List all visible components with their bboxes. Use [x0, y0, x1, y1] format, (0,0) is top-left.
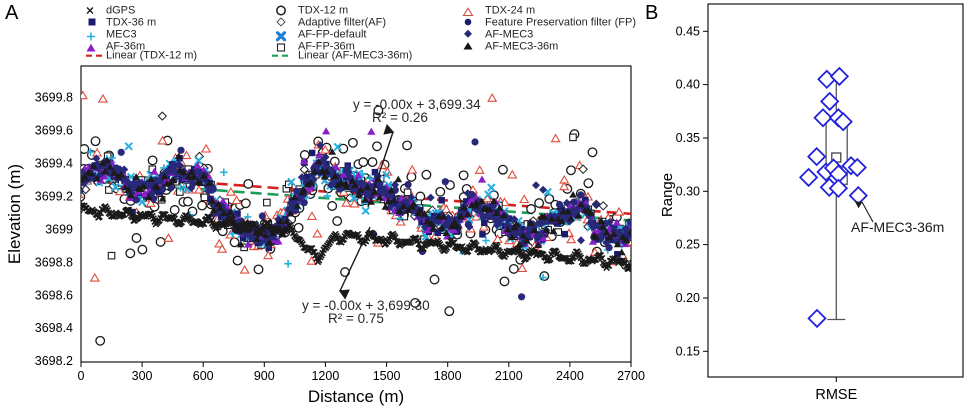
svg-text:Adaptive filter(AF): Adaptive filter(AF): [298, 17, 386, 29]
svg-text:TDX-36 m: TDX-36 m: [106, 17, 156, 29]
svg-text:AF-MEC3-36m: AF-MEC3-36m: [485, 41, 558, 53]
svg-text:600: 600: [193, 369, 214, 383]
svg-text:MEC3: MEC3: [106, 29, 137, 41]
svg-text:Elevation (m): Elevation (m): [5, 164, 24, 264]
svg-text:0: 0: [78, 369, 85, 383]
svg-text:B: B: [645, 2, 658, 24]
svg-text:3698.2: 3698.2: [35, 354, 73, 368]
svg-text:3699.8: 3699.8: [35, 91, 73, 105]
svg-text:1800: 1800: [434, 369, 462, 383]
svg-text:0.20: 0.20: [676, 291, 700, 305]
svg-text:0.30: 0.30: [676, 184, 700, 198]
svg-text:0.45: 0.45: [676, 24, 700, 38]
svg-text:900: 900: [254, 369, 275, 383]
svg-text:Range: Range: [659, 173, 676, 217]
svg-text:2700: 2700: [617, 369, 645, 383]
svg-text:A: A: [5, 2, 19, 24]
svg-text:1500: 1500: [373, 369, 401, 383]
svg-text:0.25: 0.25: [676, 238, 700, 252]
svg-text:3698.8: 3698.8: [35, 255, 73, 269]
svg-text:TDX-24 m: TDX-24 m: [485, 5, 535, 17]
svg-text:3699.4: 3699.4: [35, 156, 73, 170]
svg-text:dGPS: dGPS: [106, 5, 135, 17]
svg-text:3699.2: 3699.2: [35, 189, 73, 203]
svg-text:0.35: 0.35: [676, 131, 700, 145]
svg-text:Feature Preservation filter (F: Feature Preservation filter (FP): [485, 17, 636, 29]
svg-text:R² = 0.26: R² = 0.26: [372, 110, 428, 125]
svg-text:AF-FP-default: AF-FP-default: [298, 29, 366, 41]
svg-text:300: 300: [132, 369, 153, 383]
svg-text:R² = 0.75: R² = 0.75: [328, 311, 384, 326]
svg-text:2100: 2100: [495, 369, 523, 383]
svg-text:0.15: 0.15: [676, 344, 700, 358]
svg-text:Distance (m): Distance (m): [308, 387, 404, 406]
svg-text:AF-MEC3-36m: AF-MEC3-36m: [851, 219, 944, 235]
svg-text:Linear (AF-MEC3-36m): Linear (AF-MEC3-36m): [298, 50, 412, 62]
svg-text:3699.6: 3699.6: [35, 123, 73, 137]
svg-text:1200: 1200: [311, 369, 339, 383]
svg-text:Linear (TDX-12 m): Linear (TDX-12 m): [106, 50, 197, 62]
svg-text:3698.4: 3698.4: [35, 321, 73, 335]
svg-text:2400: 2400: [556, 369, 584, 383]
svg-text:TDX-12 m: TDX-12 m: [298, 5, 348, 17]
svg-text:3699: 3699: [45, 222, 73, 236]
svg-text:3698.6: 3698.6: [35, 288, 73, 302]
svg-text:AF-MEC3: AF-MEC3: [485, 29, 533, 41]
svg-text:RMSE: RMSE: [815, 387, 857, 403]
svg-text:0.40: 0.40: [676, 78, 700, 92]
